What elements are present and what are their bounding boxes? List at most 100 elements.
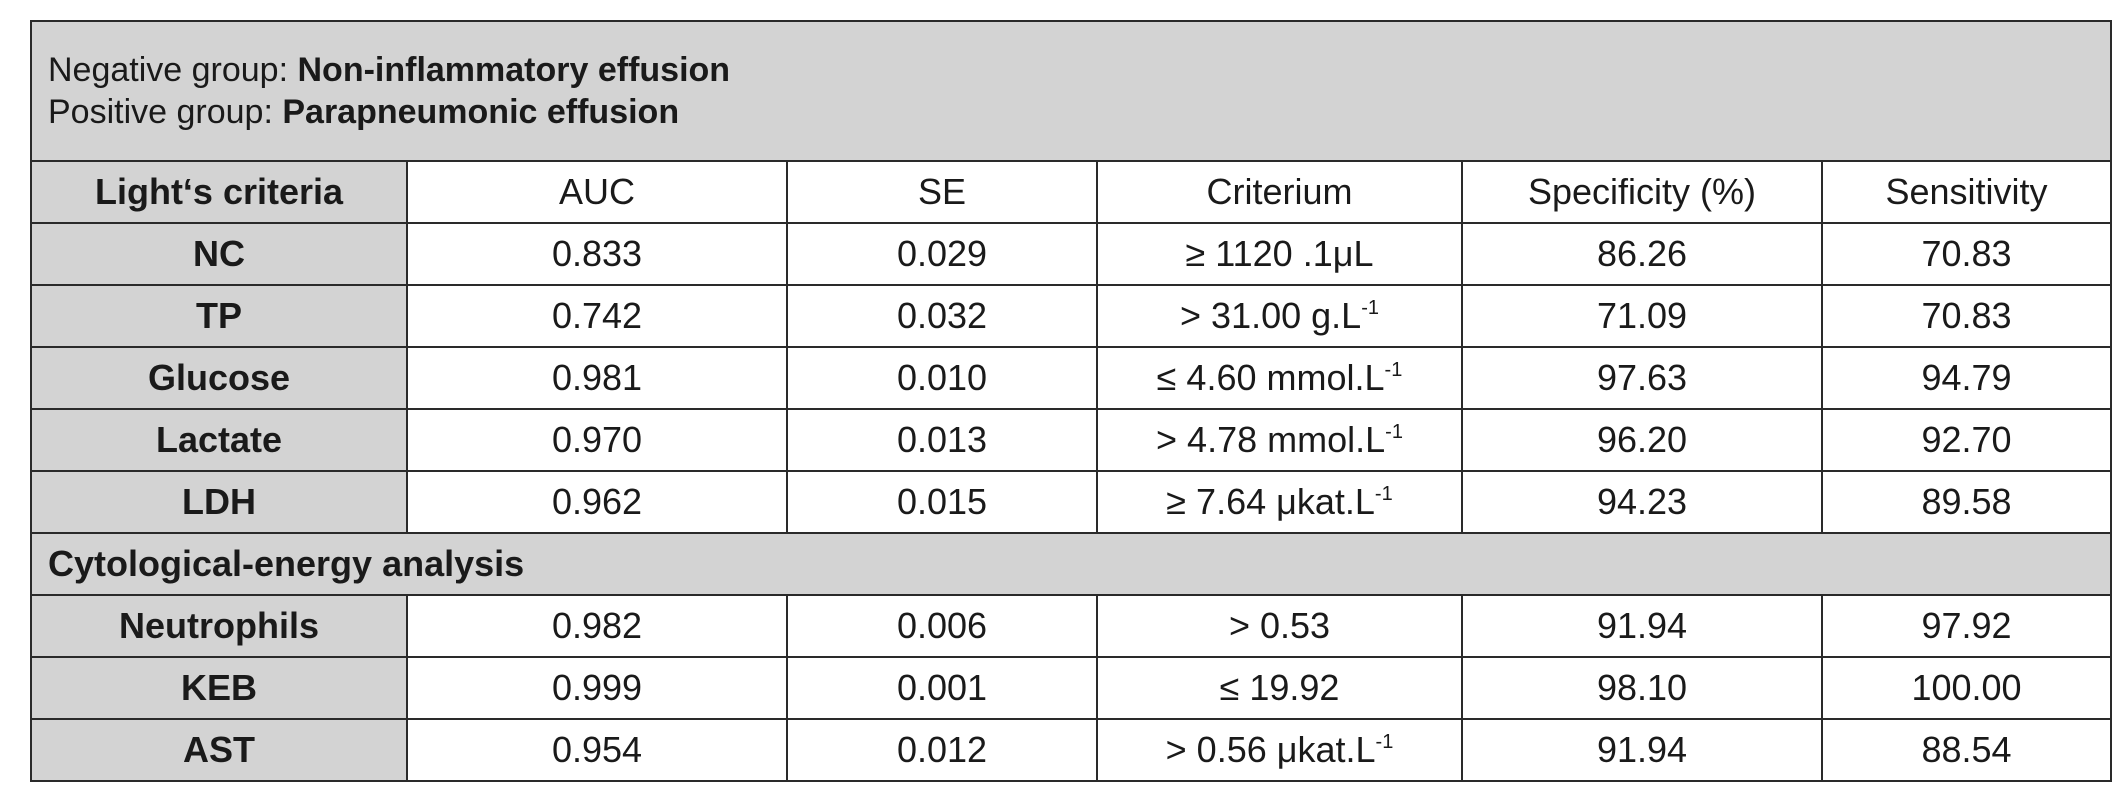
criterium-cell: ≥ 7.64 μkat.L-1 <box>1096 470 1463 534</box>
auc-cell-text: 0.981 <box>551 357 643 398</box>
row-label-text: Lactate <box>155 419 283 460</box>
auc-cell-text: 0.962 <box>551 481 643 522</box>
row-label: LDH <box>30 470 408 534</box>
auc-cell-text: 0.954 <box>551 729 643 770</box>
criterium-cell: ≤ 4.60 mmol.L-1 <box>1096 346 1463 410</box>
auc-cell: 0.981 <box>406 346 788 410</box>
criterium-cell-text: ≥ 7.64 μkat.L <box>1166 481 1375 522</box>
criterium-exponent: -1 <box>1375 731 1394 753</box>
se-cell-text: 0.029 <box>896 233 988 274</box>
header-row: Light‘s criteria AUC SE Criterium Specif… <box>30 160 2113 224</box>
criterium-exponent: -1 <box>1374 483 1393 505</box>
negative-group-prefix: Negative group: <box>48 51 298 89</box>
criterium-exponent: -1 <box>1385 421 1403 443</box>
table-row: AST 0.954 0.012 > 0.56 μkat.L-1 91.94 88.54 <box>30 718 2113 782</box>
specificity-cell-text: 91.94 <box>1596 605 1688 646</box>
table-row: Lactate 0.970 0.013 > 4.78 mmol.L-1 96.20 92.… <box>30 408 2113 472</box>
sensitivity-cell-text: 70.83 <box>1921 233 2012 274</box>
sensitivity-cell: 100.00 <box>1820 656 2113 720</box>
specificity-cell: 97.63 <box>1461 346 1823 410</box>
specificity-cell-text: 91.94 <box>1596 729 1688 770</box>
row-label: NC <box>30 222 408 286</box>
auc-cell-text: 0.742 <box>551 295 643 336</box>
table-row: KEB 0.999 0.001 ≤ 19.92 98.10 100.00 <box>30 656 2113 720</box>
sensitivity-cell: 92.70 <box>1820 408 2113 472</box>
specificity-cell: 94.23 <box>1461 470 1823 534</box>
criterium-exponent: -1 <box>1384 359 1403 381</box>
specificity-cell: 91.94 <box>1461 718 1823 782</box>
row-label: Glucose <box>30 346 408 410</box>
criterium-cell: ≤ 19.92 <box>1096 656 1463 720</box>
criterium-cell-text: ≤ 19.92 <box>1219 667 1340 708</box>
se-cell-text: 0.010 <box>896 357 988 398</box>
se-cell: 0.012 <box>786 718 1098 782</box>
auc-cell: 0.833 <box>406 222 788 286</box>
sensitivity-cell: 94.79 <box>1820 346 2113 410</box>
roc-results-table: Negative group: Non-inflammatory effusio… <box>29 20 2113 782</box>
positive-group-value: Parapneumonic effusion <box>282 93 680 131</box>
criterium-cell-text: ≤ 4.60 mmol.L <box>1156 357 1385 398</box>
specificity-cell: 98.10 <box>1461 656 1823 720</box>
se-cell: 0.032 <box>786 284 1098 348</box>
positive-group-prefix: Positive group: <box>48 93 283 131</box>
se-cell: 0.029 <box>786 222 1098 286</box>
row-label-text: LDH <box>182 481 256 522</box>
sensitivity-cell-text: 70.83 <box>1921 295 2012 336</box>
criterium-cell-text: > 31.00 g.L <box>1180 295 1362 336</box>
group-banner-row: Negative group: Non-inflammatory effusio… <box>29 20 2113 162</box>
auc-cell-text: 0.982 <box>551 605 643 646</box>
sensitivity-cell-text: 89.58 <box>1921 481 2012 522</box>
table-row: NC 0.833 0.029 ≥ 1120 .1μL 86.26 70.83 <box>30 222 2113 286</box>
criterium-cell-text: > 4.78 mmol.L <box>1156 419 1386 460</box>
se-cell-text: 0.012 <box>896 729 988 770</box>
auc-cell: 0.982 <box>406 594 788 658</box>
specificity-cell-text: 71.09 <box>1596 295 1688 336</box>
table-row: LDH 0.962 0.015 ≥ 7.64 μkat.L-1 94.23 89.58 <box>30 470 2113 534</box>
group-banner: Negative group: Non-inflammatory effusio… <box>29 20 2113 162</box>
auc-cell: 0.954 <box>406 718 788 782</box>
row-label: AST <box>30 718 408 782</box>
column-header-criterium: Criterium <box>1096 160 1463 224</box>
row-label-text: Glucose <box>147 357 291 398</box>
row-label-text: AST <box>183 729 255 770</box>
specificity-cell: 96.20 <box>1461 408 1823 472</box>
light-criteria-rows: NC 0.833 0.029 ≥ 1120 .1μL 86.26 70.83 TP 0.742… <box>30 222 2113 534</box>
sensitivity-cell-text: 97.92 <box>1921 605 2012 646</box>
criterium-cell: > 0.53 <box>1096 594 1463 658</box>
column-header-se: SE <box>786 160 1098 224</box>
column-header-sensitivity: Sensitivity <box>1820 160 2113 224</box>
se-cell-text: 0.013 <box>896 419 988 460</box>
column-header-specificity: Specificity (%) <box>1461 160 1823 224</box>
criterium-cell: > 4.78 mmol.L-1 <box>1096 408 1463 472</box>
se-cell-text: 0.015 <box>896 481 988 522</box>
row-label-text: TP <box>195 295 242 336</box>
specificity-cell-text: 86.26 <box>1596 233 1688 274</box>
row-label: Lactate <box>30 408 408 472</box>
criterium-exponent: -1 <box>1361 297 1379 319</box>
negative-group-line: Negative group: Non-inflammatory effusio… <box>48 49 2110 91</box>
auc-cell: 0.970 <box>406 408 788 472</box>
se-cell: 0.010 <box>786 346 1098 410</box>
criterium-cell-text: ≥ 1120 .1μL <box>1185 233 1374 274</box>
criterium-cell: > 31.00 g.L-1 <box>1096 284 1463 348</box>
results-table-container: Negative group: Non-inflammatory effusio… <box>29 20 2113 782</box>
criterium-cell: > 0.56 μkat.L-1 <box>1096 718 1463 782</box>
table-row: TP 0.742 0.032 > 31.00 g.L-1 71.09 70.83 <box>30 284 2113 348</box>
auc-cell: 0.742 <box>406 284 788 348</box>
specificity-cell-text: 94.23 <box>1596 481 1688 522</box>
criterium-cell-text: > 0.56 μkat.L <box>1165 729 1376 770</box>
table-row: Glucose 0.981 0.010 ≤ 4.60 mmol.L-1 97.63 94.… <box>30 346 2113 410</box>
criterium-cell: ≥ 1120 .1μL <box>1096 222 1463 286</box>
se-cell-text: 0.001 <box>896 667 988 708</box>
specificity-cell: 91.94 <box>1461 594 1823 658</box>
specificity-cell: 86.26 <box>1461 222 1823 286</box>
row-label-text: NC <box>193 233 245 274</box>
cytological-rows: Neutrophils 0.982 0.006 > 0.53 91.94 97.92 KEB… <box>30 594 2113 782</box>
se-cell: 0.015 <box>786 470 1098 534</box>
se-cell: 0.013 <box>786 408 1098 472</box>
auc-cell-text: 0.999 <box>551 667 643 708</box>
row-label: TP <box>30 284 408 348</box>
auc-cell: 0.962 <box>406 470 788 534</box>
specificity-cell-text: 98.10 <box>1596 667 1688 708</box>
row-label-text: Neutrophils <box>118 605 319 646</box>
